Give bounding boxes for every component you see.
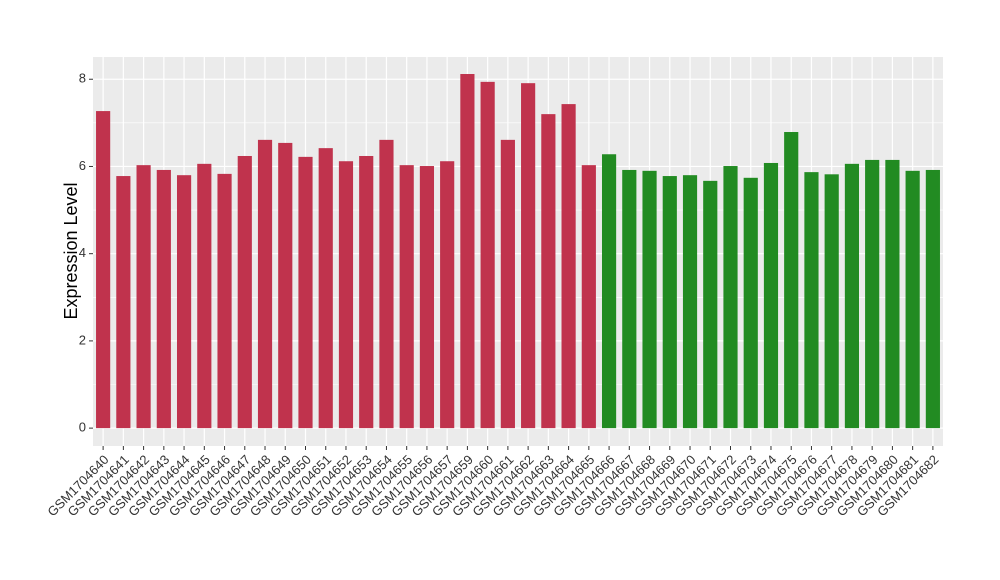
y-tick-label: 8: [79, 71, 86, 86]
bar: [925, 169, 940, 429]
bar: [318, 148, 333, 429]
bar: [561, 104, 576, 429]
panel: [93, 57, 943, 446]
bar: [399, 165, 414, 429]
y-axis-title: Expression Level: [61, 182, 81, 319]
bar: [500, 139, 515, 429]
bar: [460, 74, 475, 429]
bar: [541, 114, 556, 429]
bar: [278, 142, 293, 429]
bar: [844, 163, 860, 429]
bar: [156, 169, 171, 429]
y-tick-label: 2: [79, 332, 86, 347]
bar: [885, 159, 900, 429]
bar: [217, 173, 232, 429]
bar: [197, 163, 212, 429]
bar: [763, 162, 779, 429]
bar: [784, 132, 799, 429]
y-tick-label: 6: [79, 158, 86, 173]
bar: [116, 176, 131, 429]
bar: [521, 83, 536, 429]
bar: [703, 180, 718, 429]
bar: [824, 174, 839, 429]
bar: [96, 111, 111, 429]
bar: [419, 166, 435, 429]
y-tick-label: 4: [79, 245, 86, 260]
y-tick-label: 0: [79, 420, 86, 435]
bar: [257, 139, 273, 429]
bar: [743, 177, 758, 429]
bar: [136, 165, 151, 429]
bar: [601, 154, 617, 429]
bar: [359, 155, 374, 429]
bar: [804, 172, 819, 429]
bar: [865, 159, 880, 429]
bar: [379, 139, 394, 429]
bar: [905, 170, 920, 429]
bar: [642, 170, 657, 429]
bar: [581, 165, 596, 429]
bar: [662, 176, 677, 429]
bar: [176, 175, 192, 429]
bar: [440, 161, 455, 429]
bar: [622, 169, 637, 429]
bar: [338, 161, 354, 429]
bar: [237, 155, 252, 429]
bar: [298, 156, 313, 429]
bar: [480, 81, 495, 429]
bar: [682, 175, 698, 429]
bar: [723, 166, 738, 429]
